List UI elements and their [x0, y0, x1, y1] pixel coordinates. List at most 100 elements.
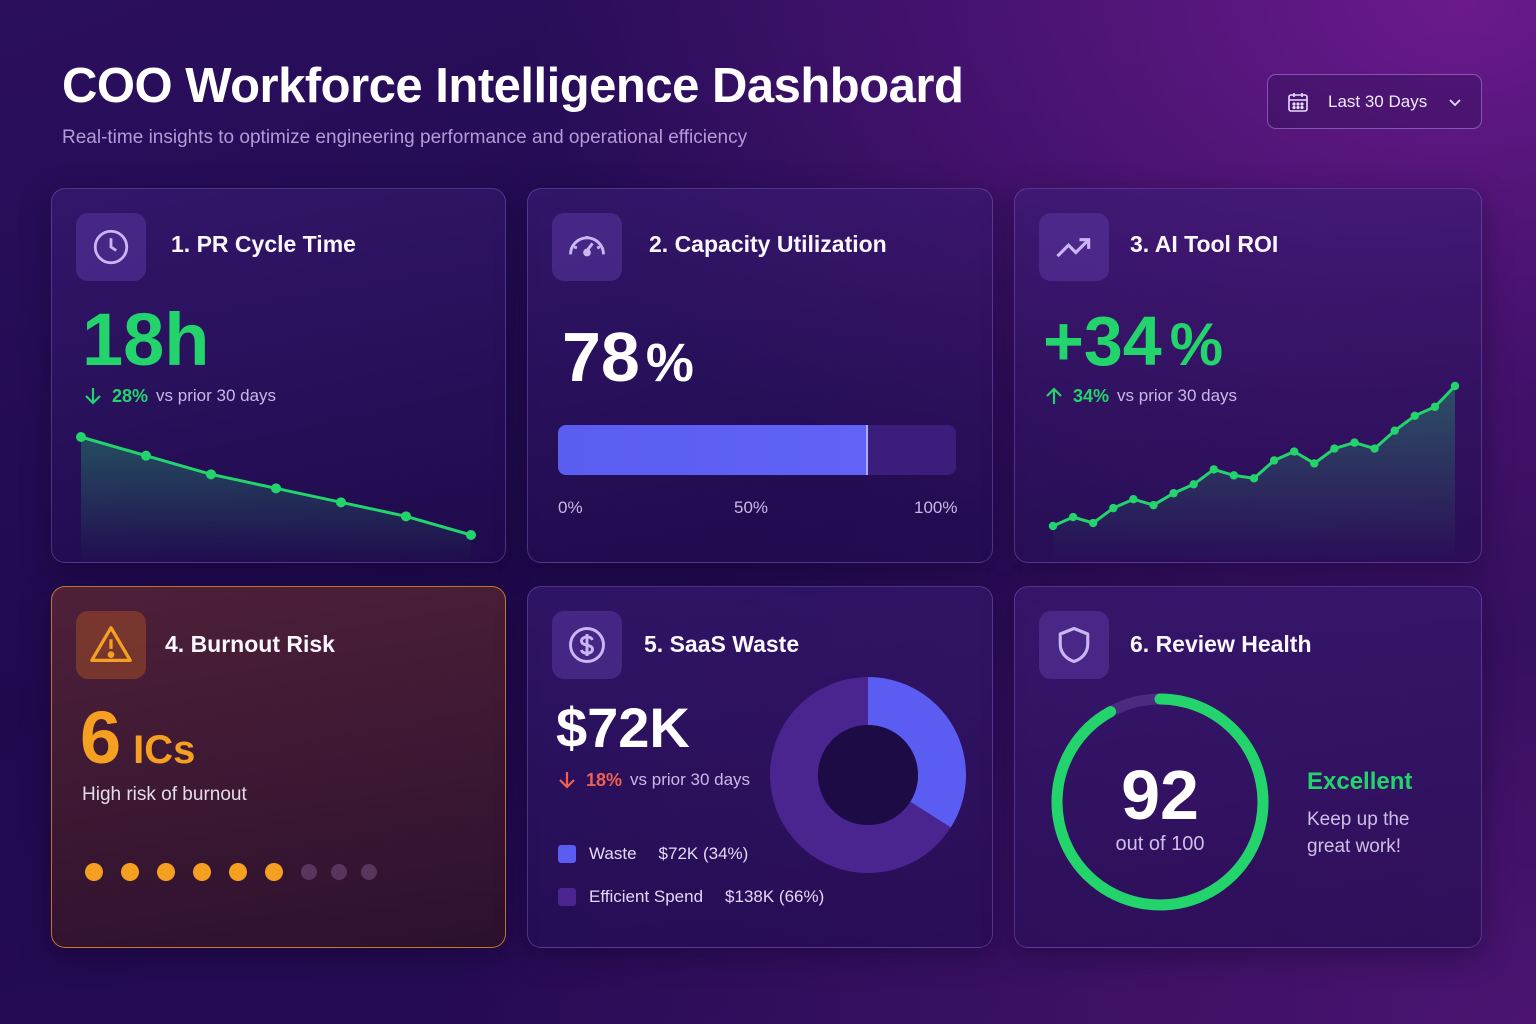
- chart-point: [1189, 480, 1198, 489]
- chart-point: [336, 497, 346, 508]
- chart-point: [1430, 402, 1440, 412]
- legend-name: Efficient Spend: [589, 887, 704, 906]
- chart-point: [141, 450, 151, 461]
- shield-icon: [1039, 611, 1109, 679]
- review-message-line2: great work!: [1307, 836, 1401, 857]
- legend-swatch: [558, 888, 576, 906]
- arrow-down-icon: [556, 769, 578, 791]
- scale-label-0: 0%: [558, 498, 583, 517]
- chart-point: [271, 483, 281, 494]
- page-title: COO Workforce Intelligence Dashboard: [62, 59, 964, 113]
- chart-point: [1109, 503, 1118, 513]
- burnout-dots: [85, 863, 391, 881]
- review-score: 92: [1121, 756, 1199, 834]
- scale-label-50: 50%: [734, 498, 769, 517]
- burnout-dot-active: [193, 863, 211, 881]
- legend-swatch: [558, 845, 576, 863]
- arrow-down-icon: [82, 385, 104, 407]
- dollar-icon: [552, 611, 622, 679]
- chart-area-fill: [81, 437, 471, 562]
- donut-slice-efficient-spend: [770, 677, 951, 873]
- calendar-icon: [1286, 90, 1310, 114]
- chart-point: [1330, 444, 1339, 453]
- burnout-unit: ICs: [133, 728, 196, 772]
- delta-percent: 18%: [586, 769, 623, 790]
- ring-progress: [1051, 693, 1269, 911]
- trend-up-icon: [1039, 213, 1109, 281]
- delta-text: vs prior 30 days: [156, 386, 277, 405]
- capacity-progress-track: [558, 425, 956, 475]
- burnout-dot-active: [265, 863, 283, 881]
- card-title: 3. AI Tool ROI: [1130, 231, 1279, 257]
- burnout-dot-active: [157, 863, 175, 881]
- burnout-dot-inactive: [361, 864, 377, 880]
- review-score-ring: [1051, 693, 1269, 911]
- chart-point: [1149, 500, 1158, 510]
- delta-percent: 28%: [112, 385, 149, 406]
- ai-roi-unit: %: [1169, 311, 1224, 378]
- review-status: Excellent: [1307, 768, 1413, 795]
- pr-cycle-trend-chart: [76, 432, 476, 562]
- card-title: 2. Capacity Utilization: [649, 231, 887, 257]
- burnout-caption: High risk of burnout: [82, 784, 247, 805]
- card-title: 6. Review Health: [1130, 631, 1312, 657]
- legend-amount: $72K (34%): [658, 844, 749, 863]
- burnout-dot-active: [121, 863, 139, 881]
- gauge-icon: [552, 213, 622, 281]
- legend-item-waste: Waste $72K (34%): [558, 844, 748, 864]
- date-range-dropdown[interactable]: Last 30 Days: [1267, 74, 1482, 129]
- chart-point: [1068, 512, 1078, 522]
- chart-point: [1310, 459, 1319, 468]
- chart-point: [1410, 411, 1419, 420]
- chart-point: [1169, 489, 1178, 498]
- ai-roi-trend-chart: [1048, 381, 1460, 562]
- chart-point: [1129, 494, 1138, 504]
- card-title: 5. SaaS Waste: [644, 631, 800, 657]
- review-out-of: out of 100: [1115, 833, 1205, 855]
- pr-cycle-time-card[interactable]: 1. PR Cycle Time 18h 28% vs prior 30 day…: [51, 188, 506, 563]
- burnout-dot-inactive: [301, 864, 317, 880]
- saas-donut-chart: [770, 677, 966, 873]
- chart-point: [1269, 456, 1279, 465]
- chart-point: [1089, 518, 1098, 528]
- burnout-dot-active: [85, 863, 103, 881]
- delta-percent: 34%: [1073, 385, 1110, 406]
- ai-roi-delta: 34% vs prior 30 days: [1043, 385, 1237, 407]
- chart-point: [1350, 438, 1359, 447]
- chart-point: [76, 432, 86, 442]
- capacity-number: 78: [562, 318, 640, 396]
- delta-text: vs prior 30 days: [1117, 386, 1238, 405]
- capacity-utilization-card[interactable]: 2. Capacity Utilization 78% 0% 50% 100%: [527, 188, 993, 563]
- legend-item-efficient: Efficient Spend $138K (66%): [558, 887, 824, 907]
- legend-name: Waste: [589, 844, 637, 863]
- donut-slice-waste: [868, 677, 966, 828]
- legend-amount: $138K (66%): [725, 887, 825, 906]
- chart-point: [1450, 381, 1460, 391]
- review-message-line1: Keep up the: [1307, 809, 1410, 830]
- chart-point: [1209, 465, 1218, 474]
- date-range-label: Last 30 Days: [1328, 91, 1428, 111]
- chevron-down-icon: [1447, 94, 1463, 110]
- page-subtitle: Real-time insights to optimize engineeri…: [62, 127, 748, 148]
- chart-area-fill: [1053, 386, 1455, 562]
- scale-label-100: 100%: [914, 498, 958, 517]
- ai-roi-number: +34: [1043, 302, 1162, 380]
- capacity-unit: %: [645, 333, 694, 393]
- burnout-risk-card[interactable]: 4. Burnout Risk 6 ICs High risk of burnou…: [51, 586, 506, 948]
- capacity-progress-fill: [558, 425, 869, 475]
- saas-value: $72K: [556, 696, 690, 759]
- chart-point: [1390, 426, 1399, 435]
- ai-tool-roi-card[interactable]: 3. AI Tool ROI +34% 34% vs prior 30 days: [1014, 188, 1482, 563]
- review-health-card[interactable]: 6. Review Health 92 out of 100 Excellent…: [1014, 586, 1482, 948]
- donut-hole: [818, 725, 918, 825]
- chart-point: [1370, 444, 1379, 453]
- burnout-dot-active: [229, 863, 247, 881]
- ai-roi-value: +34%: [1043, 301, 1223, 381]
- saas-waste-card[interactable]: 5. SaaS Waste $72K 18% vs prior 30 days …: [527, 586, 993, 948]
- card-title: 1. PR Cycle Time: [171, 231, 356, 257]
- warning-icon: [76, 611, 146, 679]
- delta-text: vs prior 30 days: [630, 770, 751, 789]
- pr-cycle-delta: 28% vs prior 30 days: [82, 385, 276, 407]
- chart-point: [1290, 447, 1299, 456]
- burnout-number: 6: [80, 696, 122, 779]
